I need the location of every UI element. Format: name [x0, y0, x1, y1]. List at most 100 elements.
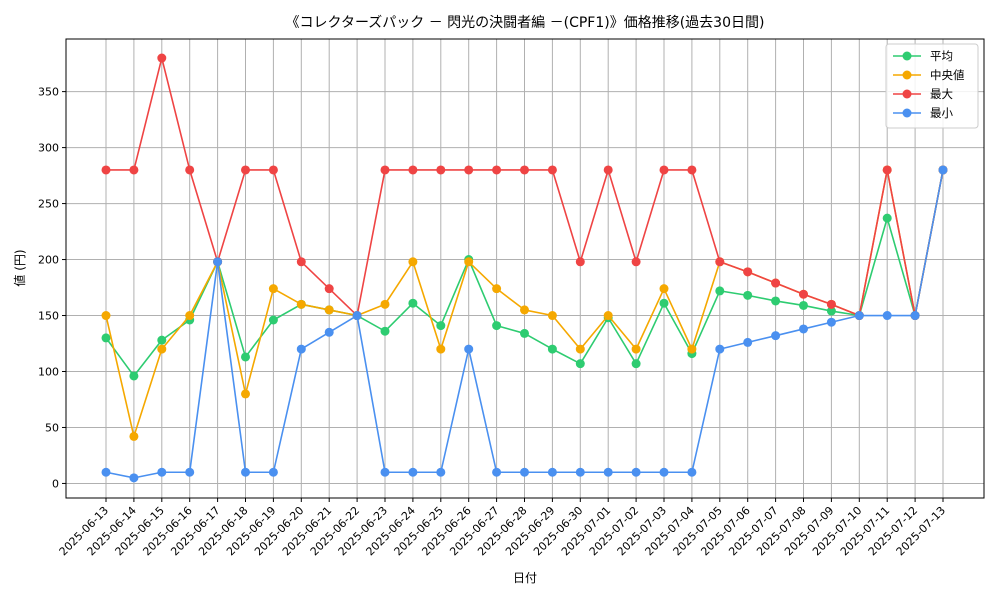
data-point [157, 53, 167, 63]
data-point [296, 257, 306, 267]
data-point [157, 467, 167, 477]
data-point [296, 344, 306, 354]
data-point [129, 371, 139, 381]
x-axis-label: 日付 [513, 571, 537, 585]
data-point [520, 467, 529, 477]
data-point [464, 165, 474, 175]
legend-item: 最大 [893, 87, 953, 101]
legend-item: 平均 [893, 49, 953, 63]
legend-box [885, 43, 979, 129]
data-point [631, 359, 641, 369]
data-point [659, 165, 669, 175]
data-point [743, 267, 753, 277]
y-tick-label: 300 [38, 142, 59, 155]
data-point [408, 165, 418, 175]
data-point [157, 344, 167, 354]
data-point [603, 467, 613, 477]
data-point [352, 311, 362, 321]
y-tick-label: 350 [38, 86, 59, 99]
data-point [547, 311, 557, 321]
data-point [492, 467, 502, 477]
data-point [185, 165, 195, 175]
data-point [659, 467, 669, 477]
chart-title: 《コレクターズパック － 閃光の決闘者編 －(CPF1)》価格推移(過去30日間… [286, 15, 765, 31]
data-point [826, 306, 836, 316]
data-point [241, 165, 250, 175]
series-3 [101, 165, 948, 483]
data-point [575, 359, 585, 369]
data-point [715, 344, 725, 354]
data-point [826, 317, 836, 327]
data-point [241, 352, 250, 362]
data-point [882, 213, 892, 223]
data-point [687, 344, 697, 354]
data-point [631, 344, 641, 354]
data-point [910, 311, 920, 321]
data-point [324, 284, 334, 294]
data-point [101, 467, 111, 477]
legend-label: 最大 [930, 87, 953, 101]
data-point [799, 289, 808, 299]
data-point [659, 284, 669, 294]
data-point [213, 257, 223, 267]
data-point [296, 299, 306, 309]
data-point [324, 327, 334, 337]
y-axis-label: 値 (円) [12, 249, 27, 286]
data-point [408, 257, 418, 267]
data-point [129, 473, 139, 483]
data-point [799, 300, 808, 310]
data-point [771, 296, 781, 306]
data-point [743, 337, 753, 347]
legend-label: 最小 [930, 106, 953, 120]
data-point [520, 305, 529, 315]
data-point [882, 165, 892, 175]
data-point [882, 311, 892, 321]
data-point [101, 311, 111, 321]
data-point [464, 257, 474, 267]
data-point [129, 165, 139, 175]
data-point [268, 467, 278, 477]
data-point [547, 165, 557, 175]
data-point [492, 165, 502, 175]
data-point [799, 324, 808, 334]
data-point [575, 344, 585, 354]
data-point [129, 431, 139, 441]
data-point [520, 165, 529, 175]
data-point [380, 165, 390, 175]
data-point [185, 311, 195, 321]
data-point [268, 284, 278, 294]
data-point [520, 328, 529, 338]
data-point [547, 344, 557, 354]
y-tick-label: 50 [45, 421, 59, 434]
data-point [380, 326, 390, 336]
data-point [101, 333, 111, 343]
data-point [771, 278, 781, 288]
data-point [938, 165, 948, 175]
series-layer [101, 53, 948, 483]
data-point [771, 331, 781, 341]
legend-swatch-marker [902, 89, 912, 99]
data-point [101, 165, 111, 175]
data-point [854, 311, 864, 321]
data-point [575, 467, 585, 477]
data-point [268, 315, 278, 325]
data-point [492, 284, 502, 294]
data-point [436, 321, 446, 331]
data-point [380, 299, 390, 309]
data-point [436, 344, 446, 354]
legend-label: 平均 [930, 49, 953, 63]
data-point [408, 467, 418, 477]
data-point [743, 290, 753, 300]
data-point [324, 305, 334, 315]
data-point [575, 257, 585, 267]
legend-swatch-marker [902, 108, 912, 118]
data-point [826, 299, 836, 309]
data-point [715, 286, 725, 296]
y-tick-label: 250 [38, 198, 59, 211]
data-point [687, 467, 697, 477]
data-point [492, 321, 502, 331]
